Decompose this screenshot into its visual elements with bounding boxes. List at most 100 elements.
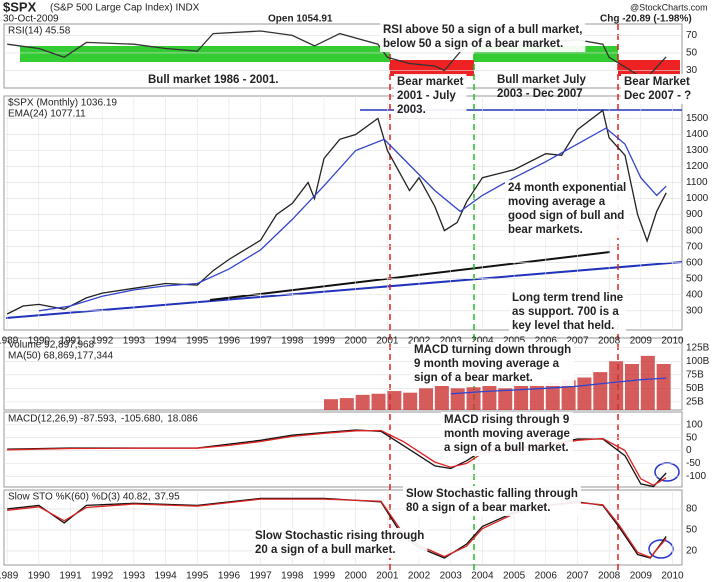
x-tick-label: 1993 [123,571,146,582]
x-tick-label: 1996 [218,571,241,582]
x-tick-label: 1998 [281,571,304,582]
series-line [7,498,667,559]
panel-frame [3,489,683,566]
panel-frame [3,411,683,488]
legend-entry: EMA(24) 1077.11 [8,109,86,120]
volume-bar [434,385,449,410]
annotation-text: Long term trend line [512,292,623,304]
y-tick-label: 1500 [686,113,709,124]
annotation-text: a sign of a bull market. [444,442,569,454]
x-tick-label: 1991 [59,571,82,582]
annotation: Bear market 2001 - July 2003. [394,74,467,118]
annotation-box [252,528,428,558]
bear-band [390,60,474,76]
annotation-text: month moving average [444,428,570,440]
series-line [7,429,667,486]
x-tick-label: 2006 [535,336,558,347]
legend-entry: -105.680, [121,414,163,425]
x-tick-label: 1999 [313,336,336,347]
x-tick-label: 2004 [471,336,494,347]
annotation-text: Bear market [397,76,464,88]
volume-bar [339,398,354,410]
annotation-text: 2003. [397,104,426,116]
volume-bar [656,363,671,410]
volume-bar [577,377,592,410]
annotation-text: 80 a sign of a bear market. [406,502,550,514]
legend-entry: RSI(14) 45.58 [8,26,71,37]
annotation: Slow Stochastic falling through 80 a sign… [403,486,581,516]
y-tick-label: 1200 [686,161,709,172]
volume-bar [323,399,338,410]
y-tick-label: 50 [686,48,698,59]
trend-line [209,251,611,301]
legend-entry: MA(50) 68,869,177,344 [8,351,114,362]
legend-entry: Volume 92,897,968 [8,340,95,351]
x-tick-label: 1994 [154,336,177,347]
x-tick-label: 2003 [440,336,463,347]
annotation-text: key level that held. [512,320,614,332]
annotation-box [505,180,630,238]
y-tick-label: 900 [686,209,703,220]
x-tick-label: 2000 [345,571,368,582]
x-tick-label: 1992 [91,571,114,582]
y-tick-label: 500 [686,273,703,284]
x-tick-label: 1997 [250,336,273,347]
annotation: RSI above 50 a sign of a bull market, bel… [380,22,586,52]
annotation-box [509,290,627,334]
y-tick-label: 50B [686,383,704,394]
annotation-text: Bear Market [624,76,690,88]
x-tick-label: 1990 [28,336,51,347]
y-tick-label: 0 [686,445,692,456]
series-line [7,30,667,79]
annotation-text: Bull market July [497,74,586,86]
annotation-text: bear markets. [508,224,583,236]
annotation-text: 24 month exponential [508,182,626,194]
volume-bar [593,372,608,410]
annotation-text: RSI above 50 a sign of a bull market, [383,24,582,36]
series-line [450,377,667,395]
x-tick-label: 2002 [408,571,431,582]
annotation: Bull market July 2003 - Dec 2007 [497,74,586,100]
legend-entry: MACD(12,26,9) -87.593, [8,414,117,425]
y-tick-label: 1000 [686,193,709,204]
y-tick-label: -50 [686,458,701,469]
date: 30-Oct-2009 [3,14,59,25]
x-tick-label: 1990 [28,571,51,582]
y-tick-label: 125B [686,342,710,353]
trend-line [5,261,683,319]
volume-bar [640,355,655,410]
annotation-text: Bull market 1986 - 2001. [148,74,278,86]
x-tick-label: 2009 [630,336,653,347]
x-tick-label: 2000 [345,336,368,347]
volume-bar [529,385,544,410]
annotation-box [411,342,575,386]
y-tick-label: 700 [686,241,703,252]
y-tick-label: 70 [686,30,698,41]
annotation-box [380,22,586,52]
annotation: MACD rising through 9 month moving averag… [441,412,573,456]
annotation: Bull market 1986 - 2001. [148,74,278,86]
x-tick-label: 1997 [250,571,273,582]
x-tick-label: 2010 [661,336,684,347]
volume-bar [450,388,465,410]
annotation-text: moving average a [508,196,606,208]
y-tick-label: -100 [686,471,706,482]
y-tick-label: 300 [686,305,703,316]
x-tick-label: 2007 [566,336,589,347]
y-tick-label: 80 [686,504,698,515]
x-tick-label: 2006 [535,571,558,582]
annotation: 24 month exponential moving average a good… [505,180,630,238]
panel-frame [3,95,683,331]
highlight [648,539,674,559]
x-tick-label: 1989 [0,336,19,347]
y-tick-label: 1300 [686,145,709,156]
bull-band [20,46,390,62]
series-line [6,109,667,315]
x-tick-label: 1995 [186,336,209,347]
y-tick-label: 25B [686,397,704,408]
x-tick-label: 1991 [59,336,82,347]
y-tick-label: 1100 [686,177,708,188]
annotation-text: Dec 2007 - ? [624,90,691,102]
volume-bar [498,388,513,410]
